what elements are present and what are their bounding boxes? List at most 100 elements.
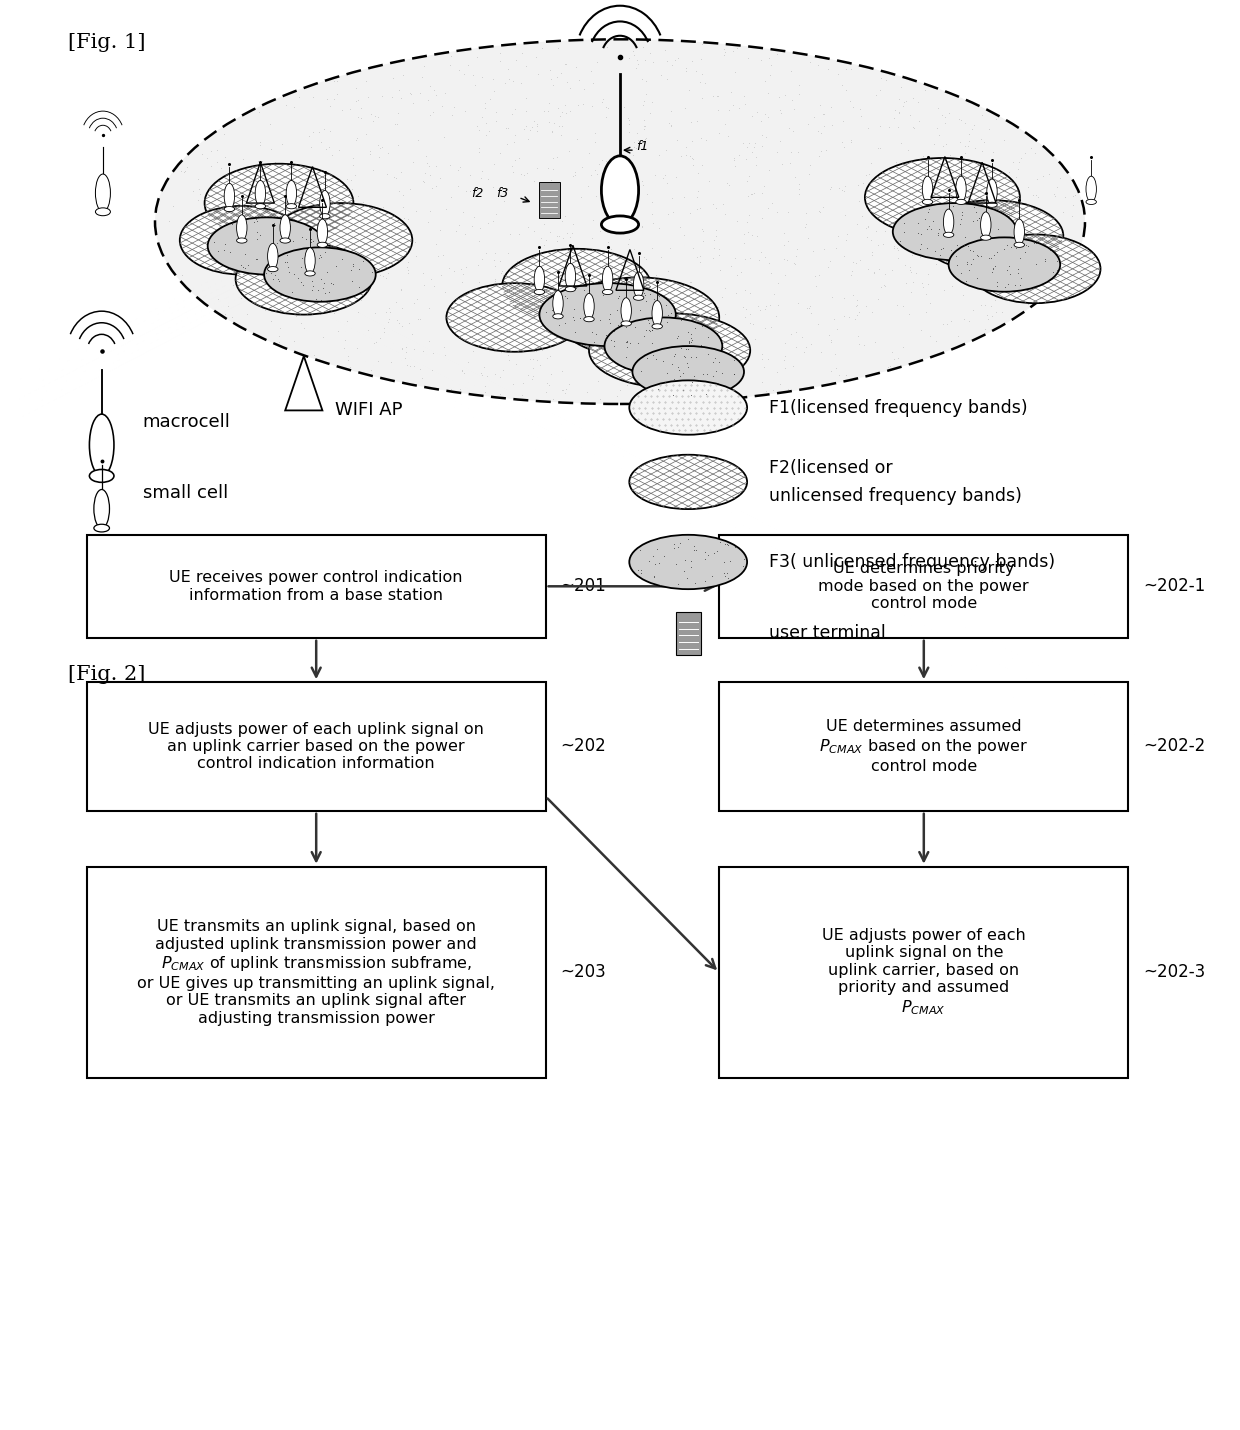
Point [910,319,930,342]
Point [525,279,544,302]
Point [212,236,232,259]
Point [521,327,541,350]
Point [583,72,603,94]
Point [539,176,559,199]
Point [339,349,358,372]
Point [590,307,610,330]
Point [692,87,712,110]
Point [622,144,642,167]
Point [651,373,671,396]
Point [353,199,373,222]
Point [270,316,290,339]
Point [229,260,249,283]
Point [538,373,558,396]
Point [419,154,439,177]
Point [682,50,702,73]
Point [771,102,791,124]
FancyBboxPatch shape [87,682,546,811]
Point [875,263,895,286]
Point [649,352,668,375]
Point [281,280,301,303]
Point [976,272,996,295]
Point [967,209,987,232]
Point [486,203,506,226]
Point [703,365,723,388]
Point [372,84,392,107]
Point [624,167,644,190]
Point [640,299,660,322]
Point [595,362,615,385]
Point [682,146,702,169]
Point [343,186,363,209]
Point [655,163,675,186]
Point [569,309,589,332]
Point [303,257,322,280]
Point [616,329,636,352]
Point [619,227,639,250]
Point [403,92,423,114]
Point [719,366,739,389]
Point [637,280,657,303]
Point [254,299,274,322]
Point [618,330,637,353]
Point [322,197,342,220]
Point [718,172,738,194]
Point [293,166,312,189]
Point [905,183,925,206]
Point [536,262,556,285]
Point [480,120,500,143]
Point [990,179,1009,202]
Point [301,262,321,285]
Point [490,41,510,64]
Point [175,160,195,183]
Point [506,353,526,376]
Point [676,143,696,166]
Point [414,275,434,297]
Point [957,253,977,276]
Point [994,237,1014,260]
Point [1012,245,1032,267]
Point [684,305,704,327]
Point [1065,183,1085,206]
Point [918,217,937,240]
Point [568,313,588,336]
Point [888,346,908,369]
Point [994,129,1014,152]
Point [676,59,696,82]
Ellipse shape [949,237,1060,292]
Point [906,186,926,209]
Point [830,176,849,199]
Point [613,299,632,322]
Point [766,43,786,66]
Point [854,333,874,356]
Point [657,362,677,385]
Point [650,285,670,307]
Point [962,117,982,140]
Point [746,100,766,123]
Point [470,217,490,240]
Point [920,325,940,347]
Point [662,360,682,383]
Point [360,233,379,256]
Point [835,245,854,267]
Point [635,129,655,152]
Point [760,63,780,86]
Point [999,255,1019,277]
Point [450,156,470,179]
Point [264,212,284,235]
Point [355,210,374,233]
Point [841,89,861,112]
Point [532,337,552,360]
Point [856,216,875,239]
Point [879,177,899,200]
Point [619,47,639,70]
Point [552,283,572,306]
Point [925,239,945,262]
Point [634,355,653,378]
Point [1054,200,1074,223]
Point [667,378,687,400]
Point [320,94,340,117]
Point [985,180,1004,203]
Point [751,206,771,229]
Point [773,152,792,174]
